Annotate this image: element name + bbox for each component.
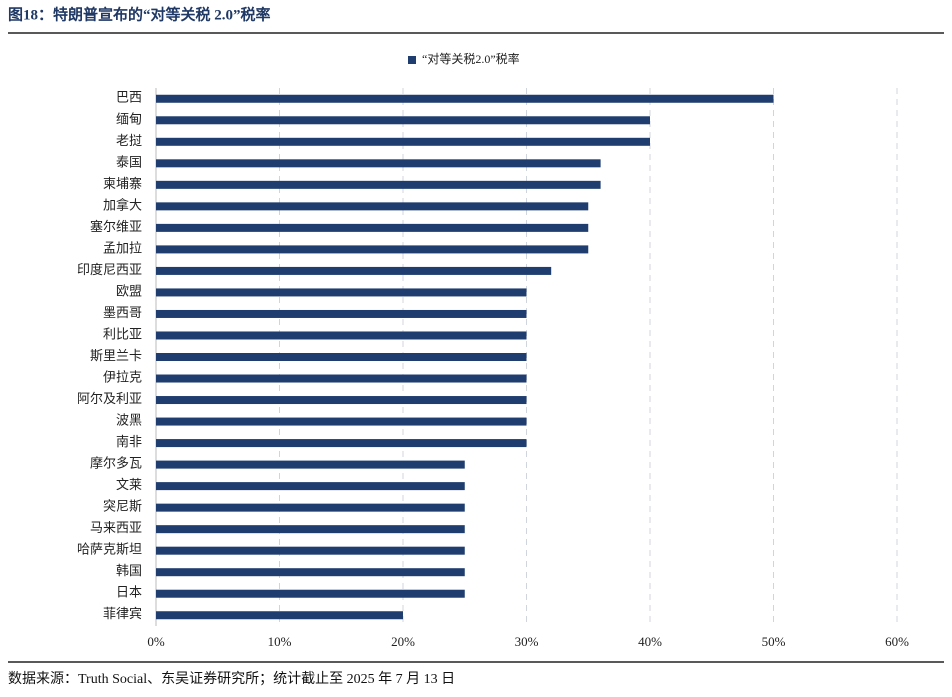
y-tick-label: 日本	[116, 585, 142, 600]
y-tick-label: 印度尼西亚	[77, 262, 142, 277]
y-tick-label: 缅甸	[116, 111, 142, 126]
bar	[156, 439, 527, 448]
x-tick-label: 40%	[638, 634, 662, 649]
bar	[156, 288, 527, 297]
source-note: 数据来源：Truth Social、东吴证券研究所；统计截止至 2025 年 7…	[8, 671, 455, 687]
bar	[156, 137, 650, 146]
bar	[156, 525, 465, 534]
y-tick-label: 阿尔及利亚	[77, 391, 142, 406]
legend-label: “对等关税2.0”税率	[422, 51, 520, 66]
y-tick-label: 巴西	[116, 90, 142, 105]
y-tick-label: 柬埔寨	[103, 176, 142, 191]
bar	[156, 180, 601, 189]
x-tick-label: 60%	[885, 634, 909, 649]
y-tick-label: 欧盟	[116, 283, 142, 298]
bar	[156, 202, 589, 211]
bar	[156, 116, 650, 125]
y-tick-label: 摩尔多瓦	[90, 456, 142, 471]
y-tick-label: 老挝	[116, 133, 142, 148]
y-tick-label: 哈萨克斯坦	[77, 542, 142, 557]
x-tick-label: 30%	[515, 634, 539, 649]
bar	[156, 266, 552, 275]
bar	[156, 396, 527, 405]
bar	[156, 331, 527, 340]
y-tick-label: 斯里兰卡	[90, 348, 142, 363]
bar	[156, 546, 465, 555]
bar	[156, 589, 465, 598]
bar	[156, 245, 589, 254]
bar	[156, 482, 465, 491]
x-tick-label: 10%	[268, 634, 292, 649]
y-tick-label: 塞尔维亚	[90, 219, 142, 234]
x-tick-label: 20%	[391, 634, 415, 649]
y-tick-label: 韩国	[116, 563, 142, 578]
bar	[156, 353, 527, 361]
y-tick-label: 菲律宾	[103, 606, 142, 621]
y-tick-label: 加拿大	[103, 197, 142, 212]
bar	[156, 159, 601, 168]
bar	[156, 374, 527, 383]
y-tick-label: 墨西哥	[103, 305, 142, 320]
legend-swatch	[408, 56, 416, 64]
chart-title: 图18：特朗普宣布的“对等关税 2.0”税率	[8, 5, 271, 23]
bar	[156, 568, 465, 577]
bar	[156, 611, 403, 620]
y-tick-label: 文莱	[116, 477, 142, 492]
y-tick-label: 南非	[116, 434, 142, 449]
x-tick-label: 0%	[147, 634, 165, 649]
bar	[156, 460, 465, 469]
y-tick-label: 突尼斯	[103, 499, 142, 514]
bar	[156, 309, 527, 318]
y-tick-label: 泰国	[116, 154, 142, 169]
bar	[156, 417, 527, 426]
bar	[156, 94, 774, 103]
y-tick-label: 马来西亚	[90, 520, 142, 535]
bar	[156, 503, 465, 512]
y-tick-label: 波黑	[116, 413, 142, 428]
x-tick-label: 50%	[762, 634, 786, 649]
bar	[156, 223, 589, 232]
y-tick-label: 利比亚	[103, 326, 142, 341]
y-tick-label: 伊拉克	[103, 370, 142, 385]
y-tick-label: 孟加拉	[103, 240, 142, 255]
